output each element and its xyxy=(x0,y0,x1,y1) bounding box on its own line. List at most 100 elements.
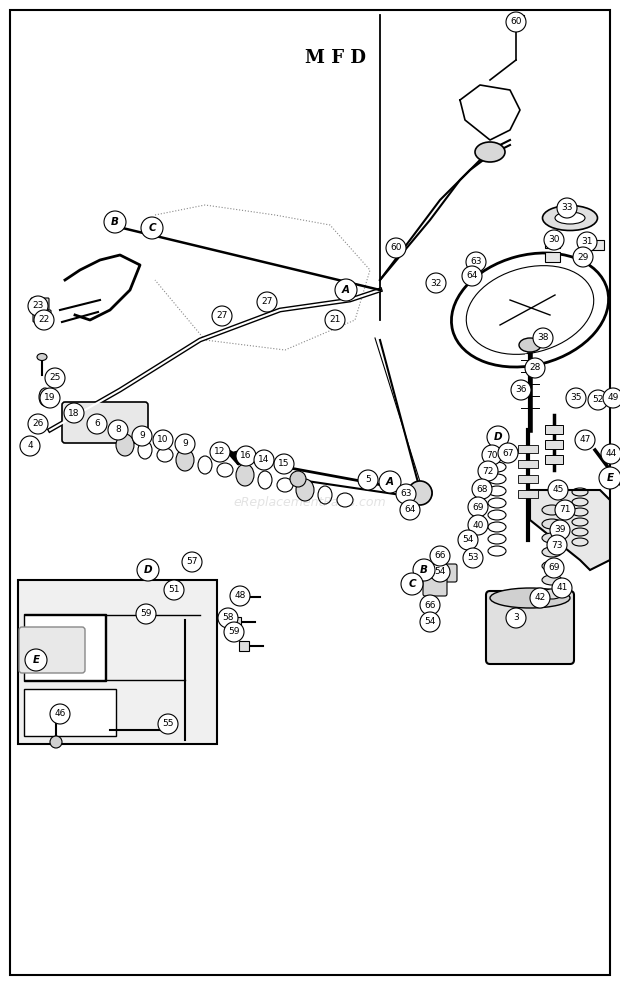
Text: 63: 63 xyxy=(470,257,482,267)
Text: 23: 23 xyxy=(32,301,43,310)
Text: 4: 4 xyxy=(27,441,33,450)
Circle shape xyxy=(482,445,502,465)
Circle shape xyxy=(28,296,48,316)
Text: C: C xyxy=(408,579,416,589)
Bar xyxy=(545,455,563,464)
Ellipse shape xyxy=(37,354,47,361)
Ellipse shape xyxy=(542,206,598,230)
Text: 57: 57 xyxy=(186,558,198,566)
Circle shape xyxy=(533,328,553,348)
Circle shape xyxy=(136,604,156,624)
Circle shape xyxy=(412,483,432,503)
Text: 45: 45 xyxy=(552,486,564,494)
Text: 71: 71 xyxy=(559,505,571,514)
Text: 68: 68 xyxy=(476,485,488,493)
Circle shape xyxy=(466,252,486,272)
Text: 60: 60 xyxy=(390,243,402,252)
Circle shape xyxy=(420,612,440,632)
Text: 32: 32 xyxy=(430,279,441,288)
Text: 67: 67 xyxy=(502,448,514,457)
Ellipse shape xyxy=(542,547,562,557)
Circle shape xyxy=(468,515,488,535)
Circle shape xyxy=(550,520,570,540)
Text: 16: 16 xyxy=(241,451,252,461)
Text: 70: 70 xyxy=(486,450,498,459)
Circle shape xyxy=(498,443,518,463)
Ellipse shape xyxy=(519,338,541,352)
Ellipse shape xyxy=(39,388,51,406)
Text: 29: 29 xyxy=(577,252,588,261)
Text: eReplacementParts.com: eReplacementParts.com xyxy=(234,495,386,509)
Circle shape xyxy=(396,484,416,504)
Text: 48: 48 xyxy=(234,592,246,601)
Circle shape xyxy=(413,559,435,581)
Circle shape xyxy=(577,232,597,252)
Text: 33: 33 xyxy=(561,204,573,213)
FancyBboxPatch shape xyxy=(486,591,574,664)
Text: A: A xyxy=(342,285,350,295)
Text: 31: 31 xyxy=(582,237,593,246)
Circle shape xyxy=(290,471,306,487)
Bar xyxy=(590,240,604,250)
Circle shape xyxy=(45,368,65,388)
Text: E: E xyxy=(606,473,614,483)
Circle shape xyxy=(182,552,202,572)
Text: 51: 51 xyxy=(168,585,180,595)
Text: 72: 72 xyxy=(482,467,494,476)
Circle shape xyxy=(506,608,526,628)
Circle shape xyxy=(87,414,107,434)
Text: 54: 54 xyxy=(424,618,436,626)
Polygon shape xyxy=(530,490,610,570)
Circle shape xyxy=(274,454,294,474)
Bar xyxy=(545,440,563,449)
Circle shape xyxy=(212,306,232,326)
Text: E: E xyxy=(32,655,40,665)
Text: 66: 66 xyxy=(434,552,446,560)
Circle shape xyxy=(430,546,450,566)
Text: 12: 12 xyxy=(215,447,226,456)
Circle shape xyxy=(224,622,244,642)
Circle shape xyxy=(335,279,357,301)
Circle shape xyxy=(325,310,345,330)
Text: 25: 25 xyxy=(50,373,61,382)
Circle shape xyxy=(28,414,48,434)
Text: 35: 35 xyxy=(570,393,582,403)
Circle shape xyxy=(25,649,47,671)
Circle shape xyxy=(34,310,54,330)
Circle shape xyxy=(137,559,159,581)
Circle shape xyxy=(599,467,620,489)
Text: 42: 42 xyxy=(534,594,546,603)
Ellipse shape xyxy=(176,449,194,471)
FancyBboxPatch shape xyxy=(24,689,116,736)
FancyBboxPatch shape xyxy=(62,402,148,443)
Circle shape xyxy=(462,266,482,286)
Circle shape xyxy=(588,390,608,410)
Text: 39: 39 xyxy=(554,526,565,535)
Circle shape xyxy=(426,273,446,293)
Circle shape xyxy=(257,292,277,312)
Circle shape xyxy=(601,444,620,464)
Bar xyxy=(518,490,538,498)
Text: 40: 40 xyxy=(472,520,484,530)
Text: 8: 8 xyxy=(115,426,121,434)
Circle shape xyxy=(530,588,550,608)
Circle shape xyxy=(50,736,62,748)
Text: 44: 44 xyxy=(605,449,617,458)
Ellipse shape xyxy=(277,478,293,492)
Text: 54: 54 xyxy=(463,536,474,545)
Circle shape xyxy=(544,558,564,578)
Ellipse shape xyxy=(296,479,314,501)
Text: 22: 22 xyxy=(38,315,50,324)
Ellipse shape xyxy=(217,463,233,477)
Text: 63: 63 xyxy=(401,490,412,498)
FancyBboxPatch shape xyxy=(508,15,524,25)
Text: B: B xyxy=(111,217,119,227)
Text: 26: 26 xyxy=(32,420,43,428)
Circle shape xyxy=(463,548,483,568)
Text: C: C xyxy=(148,223,156,233)
Bar xyxy=(518,460,538,468)
Text: 14: 14 xyxy=(259,455,270,465)
Text: 19: 19 xyxy=(44,393,56,403)
Text: 18: 18 xyxy=(68,409,80,418)
Text: 3: 3 xyxy=(513,614,519,623)
